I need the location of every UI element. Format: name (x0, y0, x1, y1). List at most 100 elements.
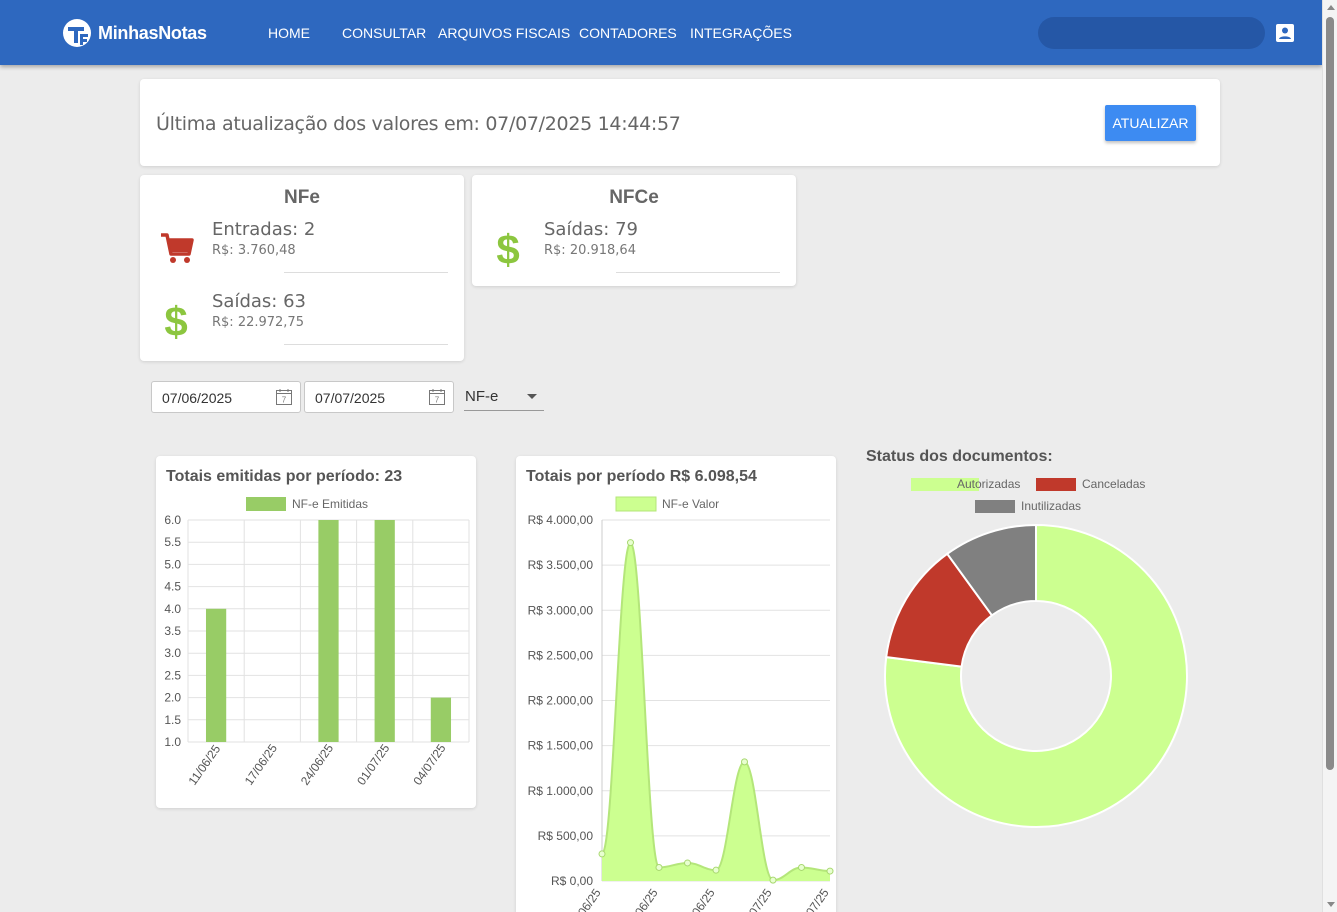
donut-slice-autorizadas (884, 523, 1188, 828)
area-y-tick: R$ 500,00 (538, 829, 594, 843)
logo[interactable]: MinhasNotas (62, 17, 207, 49)
bar-y-tick: 3.0 (164, 646, 181, 660)
bar-chart-card: Totais emitidas por período: 23 NF-e Emi… (156, 456, 476, 808)
area-y-tick: R$ 1.500,00 (528, 739, 594, 753)
nav-consultar[interactable]: CONSULTAR (342, 25, 427, 41)
area-legend-swatch (615, 496, 657, 512)
scroll-up-arrow-icon[interactable] (1327, 5, 1335, 10)
svg-text:$: $ (164, 299, 187, 339)
bar-x-tick: 24/06/25 (298, 741, 336, 788)
area-x-tick: 06/25 (575, 886, 604, 912)
page-scrollbar[interactable] (1322, 0, 1337, 912)
nav-contadores[interactable]: CONTADORES (579, 25, 677, 41)
divider (284, 344, 448, 345)
svg-text:7: 7 (435, 396, 440, 405)
area-fill (602, 542, 830, 881)
area-point (627, 539, 634, 547)
bar-04/07/25 (430, 697, 452, 742)
bar-legend-swatch (246, 497, 286, 511)
dollar-icon: $ (496, 227, 519, 267)
date-from-input[interactable]: 07/06/2025 7 (151, 381, 301, 413)
chevron-down-icon (527, 394, 537, 399)
nav-integracoes[interactable]: INTEGRAÇÕES (690, 25, 792, 41)
nfce-card-title: NFCe (609, 187, 659, 208)
nav-arquivos-fiscais[interactable]: ARQUIVOS FISCAIS (438, 25, 571, 41)
donut-slice-inutilizadas (945, 523, 1037, 617)
update-card: Última atualização dos valores em: 07/07… (140, 79, 1220, 166)
area-chart-title: Totais por período R$ 6.098,54 (526, 468, 757, 485)
svg-text:$: $ (496, 227, 519, 267)
date-to-value: 07/07/2025 (315, 390, 386, 406)
scroll-thumb[interactable] (1326, 17, 1334, 770)
legend-inutilizadas-label: Inutilizadas (1021, 499, 1081, 513)
nfe-entradas-value: R$: 3.760,48 (212, 243, 296, 258)
area-point (598, 850, 606, 858)
bar-01/07/25 (374, 520, 395, 742)
logo-text: MinhasNotas (98, 22, 207, 43)
area-y-tick: R$ 2.000,00 (528, 694, 594, 708)
legend-autorizadas-label: Autorizadas (957, 477, 1020, 491)
logo-icon (63, 19, 91, 47)
area-y-tick: R$ 3.000,00 (528, 603, 594, 617)
area-x-tick: 06/25 (632, 886, 661, 912)
divider (284, 272, 448, 273)
last-update-text: Última atualização dos valores em: 07/07… (156, 113, 681, 135)
bar-chart-title: Totais emitidas por período: 23 (166, 468, 403, 485)
area-y-tick: R$ 4.000,00 (528, 513, 594, 527)
bar-y-tick: 4.0 (164, 602, 181, 616)
area-point (769, 876, 777, 884)
area-chart: NF-e Valor R$ 0,00 R$ 500,00 R$ 1.000,00 R$… (528, 496, 834, 912)
area-point (655, 863, 663, 871)
area-point (684, 859, 691, 867)
area-point (826, 867, 834, 875)
atualizar-button[interactable]: ATUALIZAR (1105, 105, 1196, 141)
nfce-summary-card: NFCe $ Saídas: 79 R$: 20.918,64 (472, 175, 796, 286)
area-y-tick: R$ 2.500,00 (528, 648, 594, 662)
status-chart-title: Status dos documentos: (866, 448, 1053, 465)
bar-x-tick: 04/07/25 (410, 741, 448, 788)
calendar-icon[interactable]: 7 (428, 388, 446, 406)
date-to-input[interactable]: 07/07/2025 7 (304, 381, 454, 413)
bar-y-tick: 1.0 (164, 735, 181, 749)
area-point (741, 758, 748, 766)
calendar-icon[interactable]: 7 (275, 388, 293, 406)
scroll-down-arrow-icon[interactable] (1327, 902, 1335, 907)
legend-autorizadas-swatch (911, 478, 979, 491)
dollar-icon: $ (164, 299, 187, 339)
nav-home[interactable]: HOME (268, 25, 310, 41)
bar-x-tick: 17/06/25 (242, 741, 280, 788)
area-x-tick: 07/25 (746, 886, 775, 912)
divider (616, 272, 780, 273)
nfe-saidas-label: Saídas: 63 (212, 291, 306, 312)
search-input[interactable] (1038, 17, 1265, 49)
top-navbar: MinhasNotas HOME CONSULTAR ARQUIVOS FISC… (0, 0, 1322, 65)
area-x-tick: 07/25 (803, 886, 832, 912)
legend-canceladas-swatch (1036, 478, 1076, 491)
nfce-saidas-label: Saídas: 79 (544, 219, 638, 240)
bar-y-tick: 4.5 (164, 580, 181, 594)
account-box-icon[interactable] (1275, 23, 1295, 43)
area-legend-label: NF-e Valor (662, 497, 719, 511)
bar-chart: NF-e Emitidas 1.0 1.5 2.0 2.5 3.0 3.5 4.0 4.5 5.… (164, 497, 470, 788)
nfce-saidas-row: $ Saídas: 79 R$: 20.918,64 (472, 219, 796, 281)
bar-x-tick: 01/07/25 (354, 741, 392, 788)
legend-canceladas-label: Canceladas (1082, 477, 1145, 491)
area-y-tick: R$ 3.500,00 (528, 558, 594, 572)
area-point (798, 863, 805, 871)
doc-type-select[interactable]: NF-e (464, 381, 544, 411)
nfe-entradas-row: Entradas: 2 R$: 3.760,48 (140, 219, 464, 281)
cart-icon (161, 233, 194, 263)
area-point (712, 866, 720, 874)
area-y-tick: R$ 0,00 (551, 874, 593, 888)
area-y-tick: R$ 1.000,00 (528, 784, 594, 798)
svg-text:7: 7 (282, 396, 287, 405)
bar-y-tick: 5.0 (164, 557, 181, 571)
bar-y-tick: 1.5 (164, 713, 181, 727)
date-from-value: 07/06/2025 (162, 390, 233, 406)
doc-type-value: NF-e (465, 388, 499, 405)
bar-y-tick: 5.5 (164, 535, 181, 549)
nfe-summary-card: NFe Entradas: 2 R$: 3.760,48 $ Saídas: 6… (140, 175, 464, 361)
bar-y-tick: 6.0 (164, 513, 181, 527)
nfe-entradas-label: Entradas: 2 (212, 219, 316, 240)
bar-y-tick: 3.5 (164, 624, 181, 638)
